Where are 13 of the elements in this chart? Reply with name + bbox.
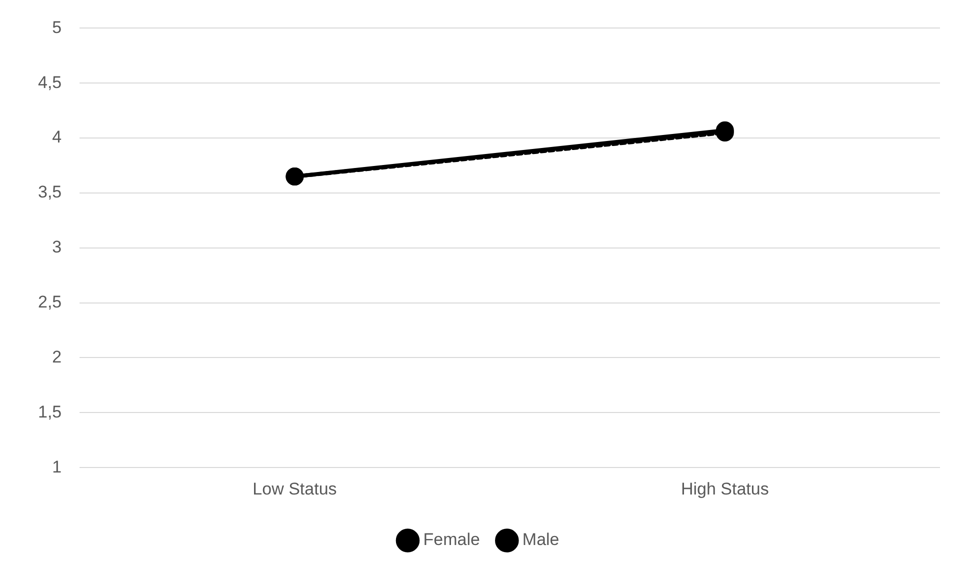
y-tick-label: 4	[52, 128, 62, 147]
legend-label: Male	[522, 530, 560, 550]
y-tick-label: 2	[52, 347, 62, 366]
y-tick-label: 3,5	[38, 182, 62, 202]
y-tick-label: 2,5	[38, 292, 62, 312]
y-tick-label: 1	[52, 457, 62, 476]
y-tick-label: 1,5	[38, 402, 62, 422]
y-tick-label: 5	[52, 18, 62, 37]
y-tick-label: 4,5	[38, 72, 62, 92]
x-tick-label: High Status	[680, 479, 769, 498]
x-tick-label: Low Status	[252, 479, 337, 498]
legend-label: Female	[423, 530, 480, 550]
y-tick-label: 3	[52, 238, 62, 257]
